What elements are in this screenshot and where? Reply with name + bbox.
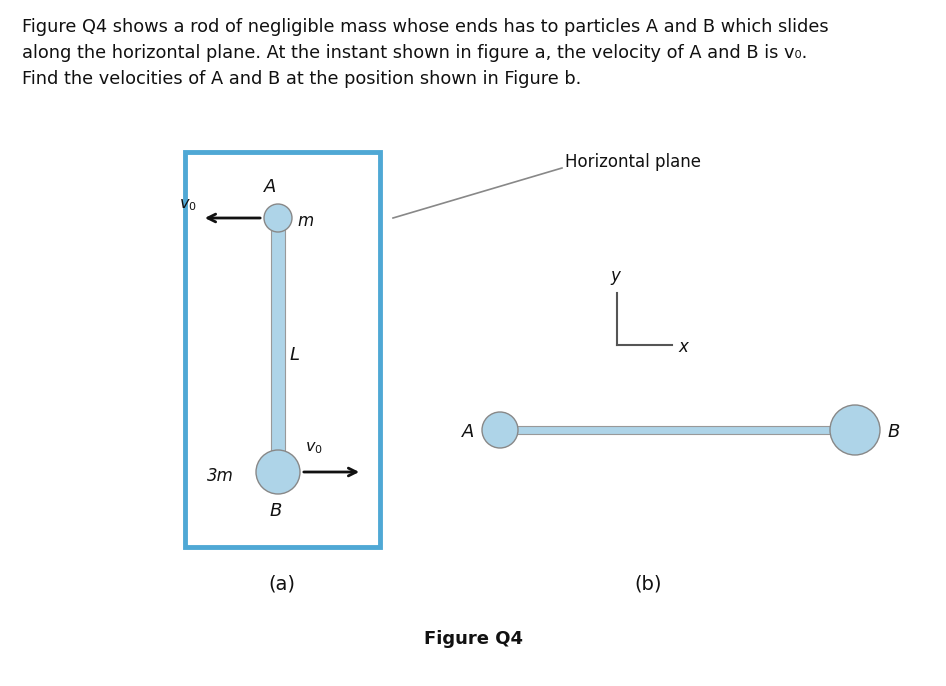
Text: $v_0$: $v_0$ (179, 198, 197, 213)
Text: (b): (b) (634, 575, 662, 594)
Text: Horizontal plane: Horizontal plane (565, 153, 701, 171)
Text: 3m: 3m (207, 467, 234, 485)
Text: m: m (297, 212, 313, 230)
Text: Find the velocities of A and B at the position shown in Figure b.: Find the velocities of A and B at the po… (22, 70, 581, 88)
Circle shape (256, 450, 300, 494)
Text: y: y (610, 267, 620, 285)
Text: (a): (a) (269, 575, 295, 594)
Bar (185, 152, 380, 547)
Text: $v_0$: $v_0$ (305, 440, 323, 456)
Text: B: B (270, 502, 282, 520)
Text: B: B (888, 423, 901, 441)
Text: L: L (290, 346, 300, 364)
Circle shape (482, 412, 518, 448)
Text: Figure Q4 shows a rod of negligible mass whose ends has to particles A and B whi: Figure Q4 shows a rod of negligible mass… (22, 18, 829, 36)
Circle shape (264, 204, 292, 232)
Text: Figure Q4: Figure Q4 (424, 630, 522, 648)
Circle shape (830, 405, 880, 455)
Text: x: x (678, 338, 688, 356)
Bar (271, 218, 285, 472)
Text: A: A (264, 178, 276, 196)
Text: A: A (462, 423, 474, 441)
Bar (500, 426, 855, 434)
Text: along the horizontal plane. At the instant shown in figure a, the velocity of A : along the horizontal plane. At the insta… (22, 44, 807, 62)
